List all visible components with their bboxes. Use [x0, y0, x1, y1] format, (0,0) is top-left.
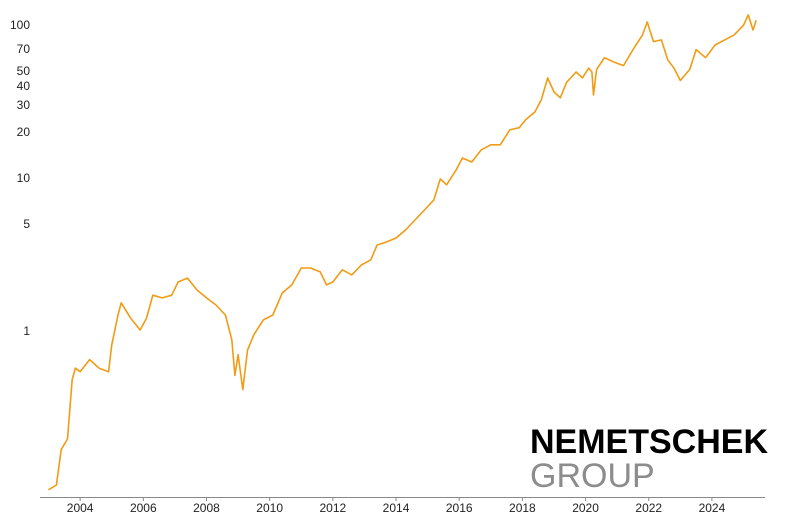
y-tick-label: 40: [17, 79, 31, 93]
price-line: [48, 14, 757, 491]
x-tick-label: 2016: [446, 501, 473, 515]
y-tick-label: 1: [23, 324, 30, 338]
x-tick-label: 2004: [67, 501, 94, 515]
y-tick-label: 10: [17, 171, 31, 185]
y-tick-label: 5: [23, 217, 30, 231]
logo-top: NEMETSCHEK: [530, 423, 768, 461]
x-tick-label: 2012: [319, 501, 346, 515]
y-tick-label: 50: [17, 64, 31, 78]
x-tick-label: 2022: [635, 501, 662, 515]
y-tick-label: 20: [17, 125, 31, 139]
logo-bottom: GROUP: [530, 457, 655, 495]
y-tick-label: 70: [17, 42, 31, 56]
x-tick-label: 2014: [383, 501, 410, 515]
x-tick-label: 2006: [130, 501, 157, 515]
x-tick-label: 2020: [572, 501, 599, 515]
x-tick-label: 2008: [193, 501, 220, 515]
x-tick-label: 2024: [699, 501, 726, 515]
x-tick-label: 2018: [509, 501, 536, 515]
y-tick-label: 30: [17, 98, 31, 112]
x-tick-label: 2010: [256, 501, 283, 515]
y-tick-label: 100: [10, 18, 30, 32]
